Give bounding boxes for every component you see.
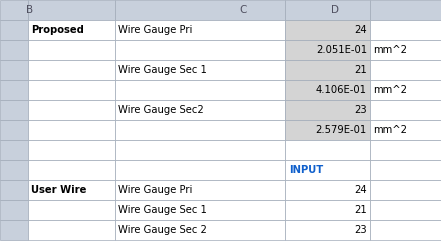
Bar (0, 180, 28, 200)
Text: mm^2: mm^2 (373, 125, 407, 135)
Text: User Wire: User Wire (31, 185, 86, 195)
Text: 23: 23 (355, 105, 367, 115)
Text: 24: 24 (355, 185, 367, 195)
Text: 21: 21 (354, 65, 367, 75)
Text: B: B (26, 5, 34, 15)
Bar (370, 60, 441, 80)
Bar (115, 220, 285, 240)
Bar (285, 220, 370, 240)
Bar (28, 60, 115, 80)
Bar (115, 140, 285, 160)
Bar (370, 160, 441, 180)
Bar (115, 160, 285, 180)
Bar (370, 120, 441, 140)
Bar (0, 40, 28, 60)
Bar (370, 20, 441, 40)
Bar (115, 20, 285, 40)
Bar (28, 160, 115, 180)
Bar (370, 80, 441, 100)
Bar (285, 140, 370, 160)
Bar (285, 0, 370, 20)
Bar (0, 120, 28, 140)
Bar (0, 160, 28, 180)
Bar (0, 80, 28, 100)
Bar (28, 40, 115, 60)
Text: 4.106E-01: 4.106E-01 (316, 85, 367, 95)
Bar (0, 140, 28, 160)
Bar (285, 80, 370, 100)
Text: 24: 24 (355, 25, 367, 35)
Bar (115, 120, 285, 140)
Bar (28, 100, 115, 120)
Bar (0, 20, 28, 40)
Bar (115, 60, 285, 80)
Text: Wire Gauge Pri: Wire Gauge Pri (118, 185, 192, 195)
Text: Wire Gauge Sec 1: Wire Gauge Sec 1 (118, 205, 207, 215)
Bar (115, 100, 285, 120)
Text: Wire Gauge Sec2: Wire Gauge Sec2 (118, 105, 204, 115)
Text: C: C (239, 5, 247, 15)
Text: Wire Gauge Sec 1: Wire Gauge Sec 1 (118, 65, 207, 75)
Bar (285, 180, 370, 200)
Bar (115, 180, 285, 200)
Text: mm^2: mm^2 (373, 45, 407, 55)
Text: Wire Gauge Sec 2: Wire Gauge Sec 2 (118, 225, 207, 235)
Bar (115, 200, 285, 220)
Text: INPUT: INPUT (289, 165, 323, 175)
Bar (285, 200, 370, 220)
Bar (370, 0, 441, 20)
Bar (285, 20, 370, 40)
Bar (28, 140, 115, 160)
Bar (115, 0, 285, 20)
Bar (28, 180, 115, 200)
Bar (0, 220, 28, 240)
Bar (370, 200, 441, 220)
Text: Wire Gauge Pri: Wire Gauge Pri (118, 25, 192, 35)
Bar (28, 0, 115, 20)
Bar (285, 100, 370, 120)
Bar (0, 0, 28, 20)
Bar (285, 160, 370, 180)
Bar (285, 120, 370, 140)
Bar (370, 100, 441, 120)
Bar (370, 220, 441, 240)
Bar (28, 200, 115, 220)
Bar (0, 100, 28, 120)
Bar (0, 200, 28, 220)
Text: mm^2: mm^2 (373, 85, 407, 95)
Bar (370, 40, 441, 60)
Bar (115, 80, 285, 100)
Text: 23: 23 (355, 225, 367, 235)
Text: 21: 21 (354, 205, 367, 215)
Text: D: D (331, 5, 339, 15)
Bar (28, 220, 115, 240)
Text: 2.579E-01: 2.579E-01 (316, 125, 367, 135)
Bar (115, 40, 285, 60)
Bar (28, 80, 115, 100)
Bar (28, 20, 115, 40)
Bar (285, 40, 370, 60)
Bar (28, 120, 115, 140)
Bar (0, 60, 28, 80)
Text: 2.051E-01: 2.051E-01 (316, 45, 367, 55)
Bar (285, 60, 370, 80)
Text: Proposed: Proposed (31, 25, 84, 35)
Bar (370, 140, 441, 160)
Bar (370, 180, 441, 200)
